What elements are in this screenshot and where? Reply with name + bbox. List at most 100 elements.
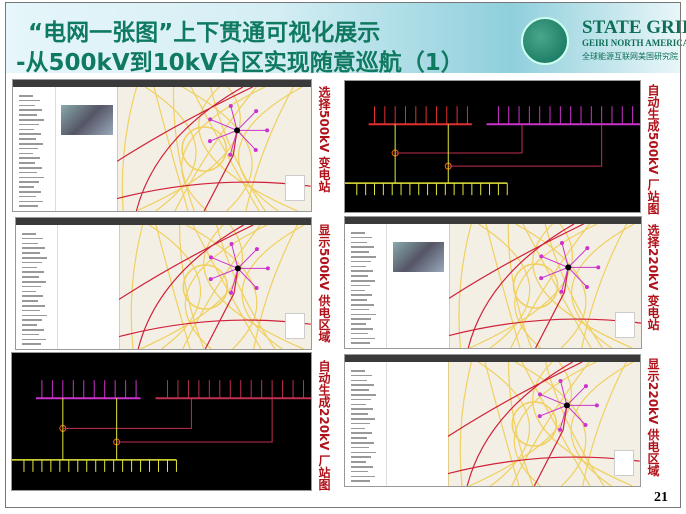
list-row[interactable] (22, 309, 40, 312)
road (522, 224, 592, 348)
list-row[interactable] (19, 147, 38, 150)
list-row[interactable] (351, 294, 372, 296)
list-row[interactable] (19, 123, 39, 126)
list-row[interactable] (22, 333, 39, 336)
list-row[interactable] (19, 200, 43, 203)
list-row[interactable] (351, 270, 373, 272)
list-row[interactable] (22, 247, 45, 249)
list-row[interactable] (351, 260, 371, 263)
list-row[interactable] (351, 236, 372, 239)
list-row[interactable] (19, 186, 34, 188)
list-row[interactable] (22, 319, 42, 321)
list-row[interactable] (19, 167, 42, 169)
list-row[interactable] (22, 252, 40, 254)
list-row[interactable] (351, 446, 369, 449)
list-row[interactable] (19, 171, 37, 174)
list-row[interactable] (351, 342, 370, 344)
list-row[interactable] (19, 195, 36, 198)
list-row[interactable] (351, 451, 376, 454)
list-row[interactable] (351, 337, 375, 340)
list-row[interactable] (351, 379, 367, 382)
list-row[interactable] (19, 191, 41, 193)
list-row[interactable] (351, 289, 365, 292)
list-row[interactable] (22, 324, 37, 326)
list-row[interactable] (19, 181, 39, 183)
list-row[interactable] (19, 114, 37, 116)
list-row[interactable] (351, 275, 368, 277)
list-row[interactable] (19, 119, 44, 121)
list-row[interactable] (351, 232, 365, 234)
highlight-line (566, 405, 587, 426)
list-row[interactable] (22, 276, 39, 278)
list-row[interactable] (351, 370, 365, 372)
list-row[interactable] (351, 413, 368, 415)
list-row[interactable] (351, 437, 367, 439)
list-row[interactable] (19, 99, 40, 102)
list-row[interactable] (22, 233, 36, 235)
list-row[interactable] (22, 290, 36, 293)
list-row[interactable] (22, 305, 45, 307)
list-row[interactable] (351, 432, 372, 434)
list-row[interactable] (351, 480, 370, 482)
list-row[interactable] (351, 418, 375, 420)
list-row[interactable] (22, 329, 44, 331)
list-row[interactable] (351, 318, 371, 320)
list-row[interactable] (351, 299, 367, 301)
list-row[interactable] (22, 271, 44, 273)
list-row[interactable] (19, 152, 33, 155)
list-row[interactable] (351, 256, 376, 258)
list-row[interactable] (351, 374, 372, 377)
list-row[interactable] (351, 403, 366, 406)
list-row[interactable] (351, 461, 366, 463)
transmission-line (205, 268, 239, 349)
list-row[interactable] (22, 261, 42, 264)
list-row[interactable] (19, 133, 41, 135)
list-row[interactable] (351, 442, 374, 444)
list-row[interactable] (351, 241, 367, 244)
list-row[interactable] (22, 266, 37, 269)
list-row[interactable] (351, 313, 376, 316)
slide-border (5, 2, 681, 508)
list-row[interactable] (19, 176, 44, 179)
list-row[interactable] (351, 389, 369, 391)
list-row[interactable] (22, 237, 43, 240)
list-row[interactable] (22, 281, 46, 283)
list-row[interactable] (19, 95, 33, 97)
list-row[interactable] (351, 323, 366, 325)
list-row[interactable] (19, 157, 40, 159)
list-row[interactable] (22, 257, 47, 259)
list-row[interactable] (351, 394, 376, 396)
list-row[interactable] (351, 398, 371, 401)
list-row[interactable] (351, 466, 373, 468)
list-row[interactable] (351, 456, 371, 458)
list-row[interactable] (351, 304, 374, 306)
list-row[interactable] (351, 308, 369, 311)
list-row[interactable] (351, 475, 375, 478)
list-row[interactable] (22, 285, 41, 288)
list-row[interactable] (19, 162, 35, 164)
list-row[interactable] (351, 246, 374, 248)
list-row[interactable] (22, 300, 38, 302)
list-row[interactable] (351, 470, 368, 473)
list-row[interactable] (22, 314, 47, 317)
list-row[interactable] (351, 427, 365, 430)
list-row[interactable] (22, 343, 41, 345)
list-row[interactable] (351, 265, 366, 268)
list-row[interactable] (351, 422, 370, 425)
list-row[interactable] (19, 128, 34, 131)
list-row[interactable] (351, 280, 375, 282)
list-row[interactable] (19, 205, 38, 207)
list-row[interactable] (351, 284, 370, 287)
list-row[interactable] (22, 338, 46, 341)
list-row[interactable] (19, 109, 42, 111)
list-row[interactable] (351, 251, 369, 253)
list-row[interactable] (351, 332, 368, 335)
list-row[interactable] (22, 242, 38, 245)
list-row[interactable] (19, 143, 43, 145)
list-row[interactable] (22, 295, 43, 297)
list-row[interactable] (19, 104, 35, 107)
list-row[interactable] (351, 384, 374, 386)
list-row[interactable] (351, 408, 373, 410)
list-row[interactable] (19, 138, 36, 140)
list-row[interactable] (351, 328, 373, 330)
